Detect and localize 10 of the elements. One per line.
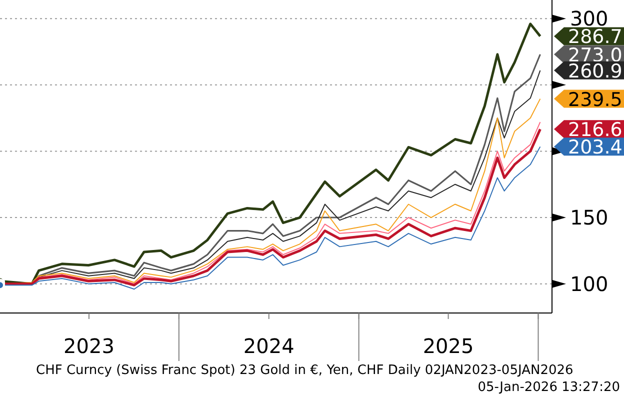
- data-label: 203.4: [568, 136, 622, 159]
- x-tick-label: 2025: [422, 334, 474, 358]
- text: 05-Jan-2026 13:27:20: [478, 380, 620, 395]
- y-tick-label: 150: [570, 206, 608, 230]
- text: CHF Curncy (Swiss Franc Spot) 23 Gold in €, Yen, CHF Daily 02JAN2023-05JAN2026: [36, 363, 574, 378]
- data-label: 239.5: [568, 88, 622, 111]
- data-label: 286.7: [568, 26, 622, 48]
- x-tick-label: 2023: [64, 334, 114, 358]
- y-tick-label: 100: [570, 272, 608, 296]
- x-tick-label: 2024: [243, 334, 294, 358]
